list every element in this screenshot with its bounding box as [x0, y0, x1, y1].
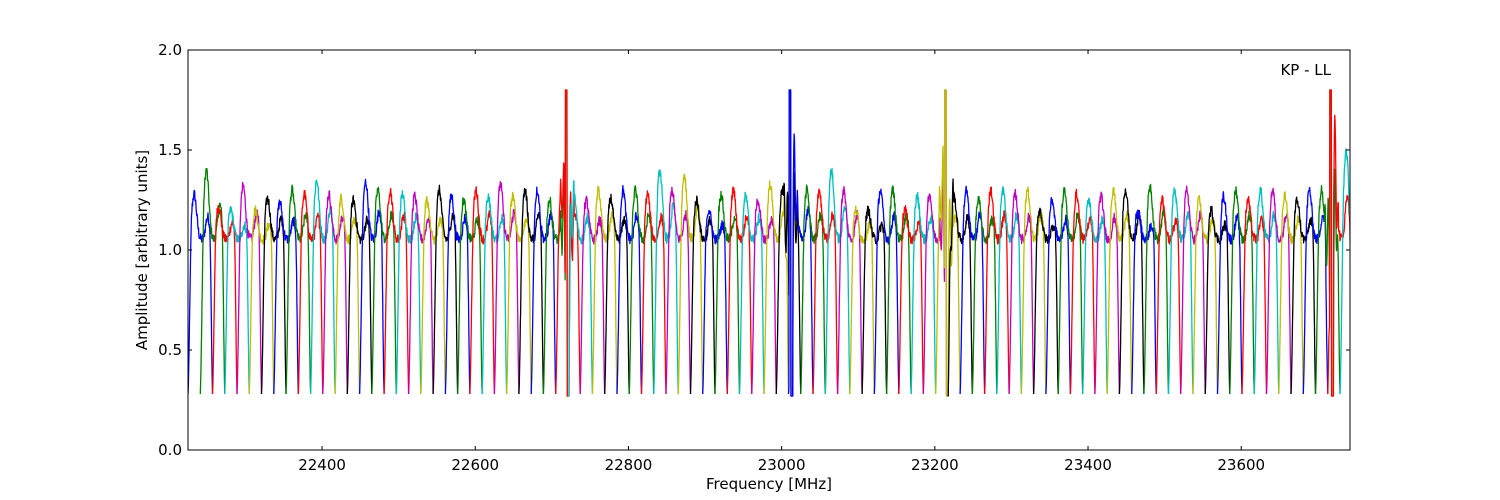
channel-line	[604, 193, 630, 395]
channel-line	[358, 178, 385, 395]
x-tick-label: 22800	[605, 456, 653, 474]
channel-line	[493, 181, 520, 395]
channel-line	[1339, 148, 1350, 395]
channel-line	[738, 191, 765, 395]
channel-line	[628, 185, 655, 395]
channel-line	[1241, 195, 1268, 395]
channel-line	[898, 205, 924, 395]
channel-line	[971, 195, 998, 395]
channel-line	[983, 186, 1010, 395]
channel-line	[1229, 186, 1255, 395]
channel-line	[1327, 89, 1350, 397]
channel-line	[1020, 186, 1047, 395]
channel-line	[1094, 191, 1121, 395]
x-tick-label: 22400	[298, 456, 346, 474]
channel-line	[934, 89, 961, 397]
x-tick-label: 23200	[911, 456, 959, 474]
channel-line	[812, 188, 839, 395]
y-tick-label: 0.5	[158, 341, 182, 359]
channel-line	[456, 197, 483, 395]
channel-line	[800, 184, 826, 395]
channel-line	[1057, 186, 1084, 395]
channel-line	[248, 205, 275, 395]
channel-line	[1216, 191, 1243, 395]
channel-line	[420, 195, 447, 395]
channel-line	[481, 193, 508, 395]
channel-line	[260, 195, 287, 395]
channel-line	[1302, 186, 1329, 395]
x-tick-label: 22600	[451, 456, 499, 474]
channel-line	[616, 185, 643, 395]
channel-line	[665, 186, 692, 395]
x-axis-label: Frequency [MHz]	[706, 475, 832, 493]
channel-line	[224, 206, 250, 395]
y-tick-label: 2.0	[158, 41, 182, 59]
channel-line	[787, 89, 814, 397]
channel-line	[199, 167, 226, 395]
channel-line	[567, 180, 594, 397]
channel-line	[726, 186, 753, 395]
channel-line	[1253, 186, 1280, 395]
channel-line	[236, 181, 263, 395]
channel-line	[346, 195, 373, 395]
channel-line	[1167, 187, 1194, 395]
y-tick-label: 0.0	[158, 441, 182, 459]
x-axis: 22400 22600 22800 23000 23200 23400 23600	[298, 50, 1265, 474]
channel-line	[579, 195, 606, 395]
x-tick-label: 23600	[1217, 456, 1265, 474]
y-tick-label: 1.5	[158, 141, 182, 159]
channel-line	[1045, 196, 1072, 395]
y-axis: 0.0 0.5 1.0 1.5 2.0	[158, 41, 1350, 459]
channel-line	[702, 209, 728, 395]
channel-line	[444, 193, 471, 395]
channel-line	[505, 191, 532, 395]
channel-line	[1106, 186, 1133, 395]
y-axis-label: Amplitude [arbitrary units]	[133, 150, 151, 350]
annotation: KP - LL	[1280, 61, 1331, 79]
channel-line	[322, 190, 348, 395]
channel-line	[1082, 197, 1108, 395]
channel-line	[1069, 188, 1096, 395]
channel-line	[273, 199, 299, 395]
channel-line	[714, 190, 741, 395]
y-tick-label: 1.0	[158, 241, 182, 259]
x-tick-label: 23000	[758, 456, 806, 474]
series-layer	[188, 89, 1350, 397]
channel-line	[1032, 207, 1059, 395]
channel-line	[1008, 188, 1035, 395]
channel-line	[188, 189, 214, 395]
channel-line	[1290, 196, 1317, 395]
x-tick-label: 23400	[1064, 456, 1112, 474]
channel-line	[297, 190, 324, 395]
channel-line	[1314, 89, 1341, 397]
channel-line	[640, 190, 667, 395]
channel-line	[1155, 194, 1182, 395]
channel-line	[1265, 187, 1292, 395]
channel-line	[1204, 205, 1231, 395]
channel-line	[518, 187, 545, 395]
channel-line	[861, 205, 888, 395]
channel-line	[947, 178, 974, 397]
channel-line	[371, 186, 397, 395]
channel-line	[555, 89, 581, 397]
channel-line	[383, 187, 410, 395]
channel-line	[1131, 209, 1157, 395]
channel-line	[751, 198, 777, 395]
